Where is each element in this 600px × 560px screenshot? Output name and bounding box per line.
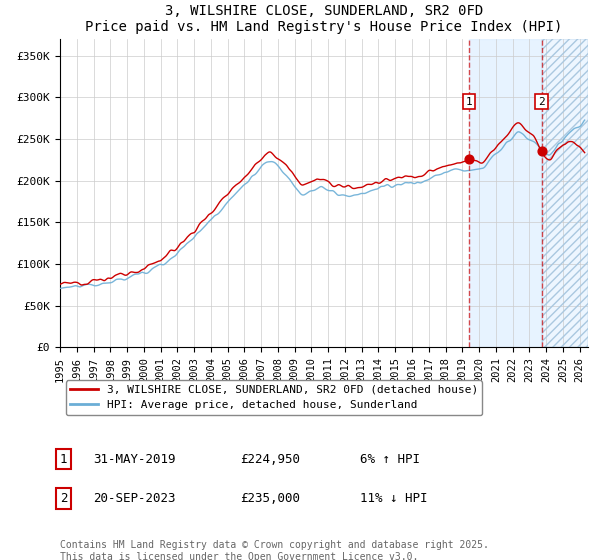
- Bar: [542, 39, 588, 347]
- Text: 31-MAY-2019: 31-MAY-2019: [93, 452, 176, 466]
- Text: 6% ↑ HPI: 6% ↑ HPI: [360, 452, 420, 466]
- Bar: [469, 39, 542, 347]
- Text: Contains HM Land Registry data © Crown copyright and database right 2025.
This d: Contains HM Land Registry data © Crown c…: [60, 540, 489, 560]
- Bar: [542, 39, 588, 347]
- Text: £235,000: £235,000: [240, 492, 300, 505]
- Text: 2: 2: [538, 97, 545, 106]
- Legend: 3, WILSHIRE CLOSE, SUNDERLAND, SR2 0FD (detached house), HPI: Average price, det: 3, WILSHIRE CLOSE, SUNDERLAND, SR2 0FD (…: [65, 380, 482, 415]
- Text: 11% ↓ HPI: 11% ↓ HPI: [360, 492, 427, 505]
- Text: £224,950: £224,950: [240, 452, 300, 466]
- Text: 20-SEP-2023: 20-SEP-2023: [93, 492, 176, 505]
- Point: [537, 147, 547, 156]
- Title: 3, WILSHIRE CLOSE, SUNDERLAND, SR2 0FD
Price paid vs. HM Land Registry's House P: 3, WILSHIRE CLOSE, SUNDERLAND, SR2 0FD P…: [85, 4, 563, 34]
- Point: [464, 155, 474, 164]
- Text: 2: 2: [60, 492, 67, 505]
- Text: 1: 1: [466, 97, 473, 106]
- Text: 1: 1: [60, 452, 67, 466]
